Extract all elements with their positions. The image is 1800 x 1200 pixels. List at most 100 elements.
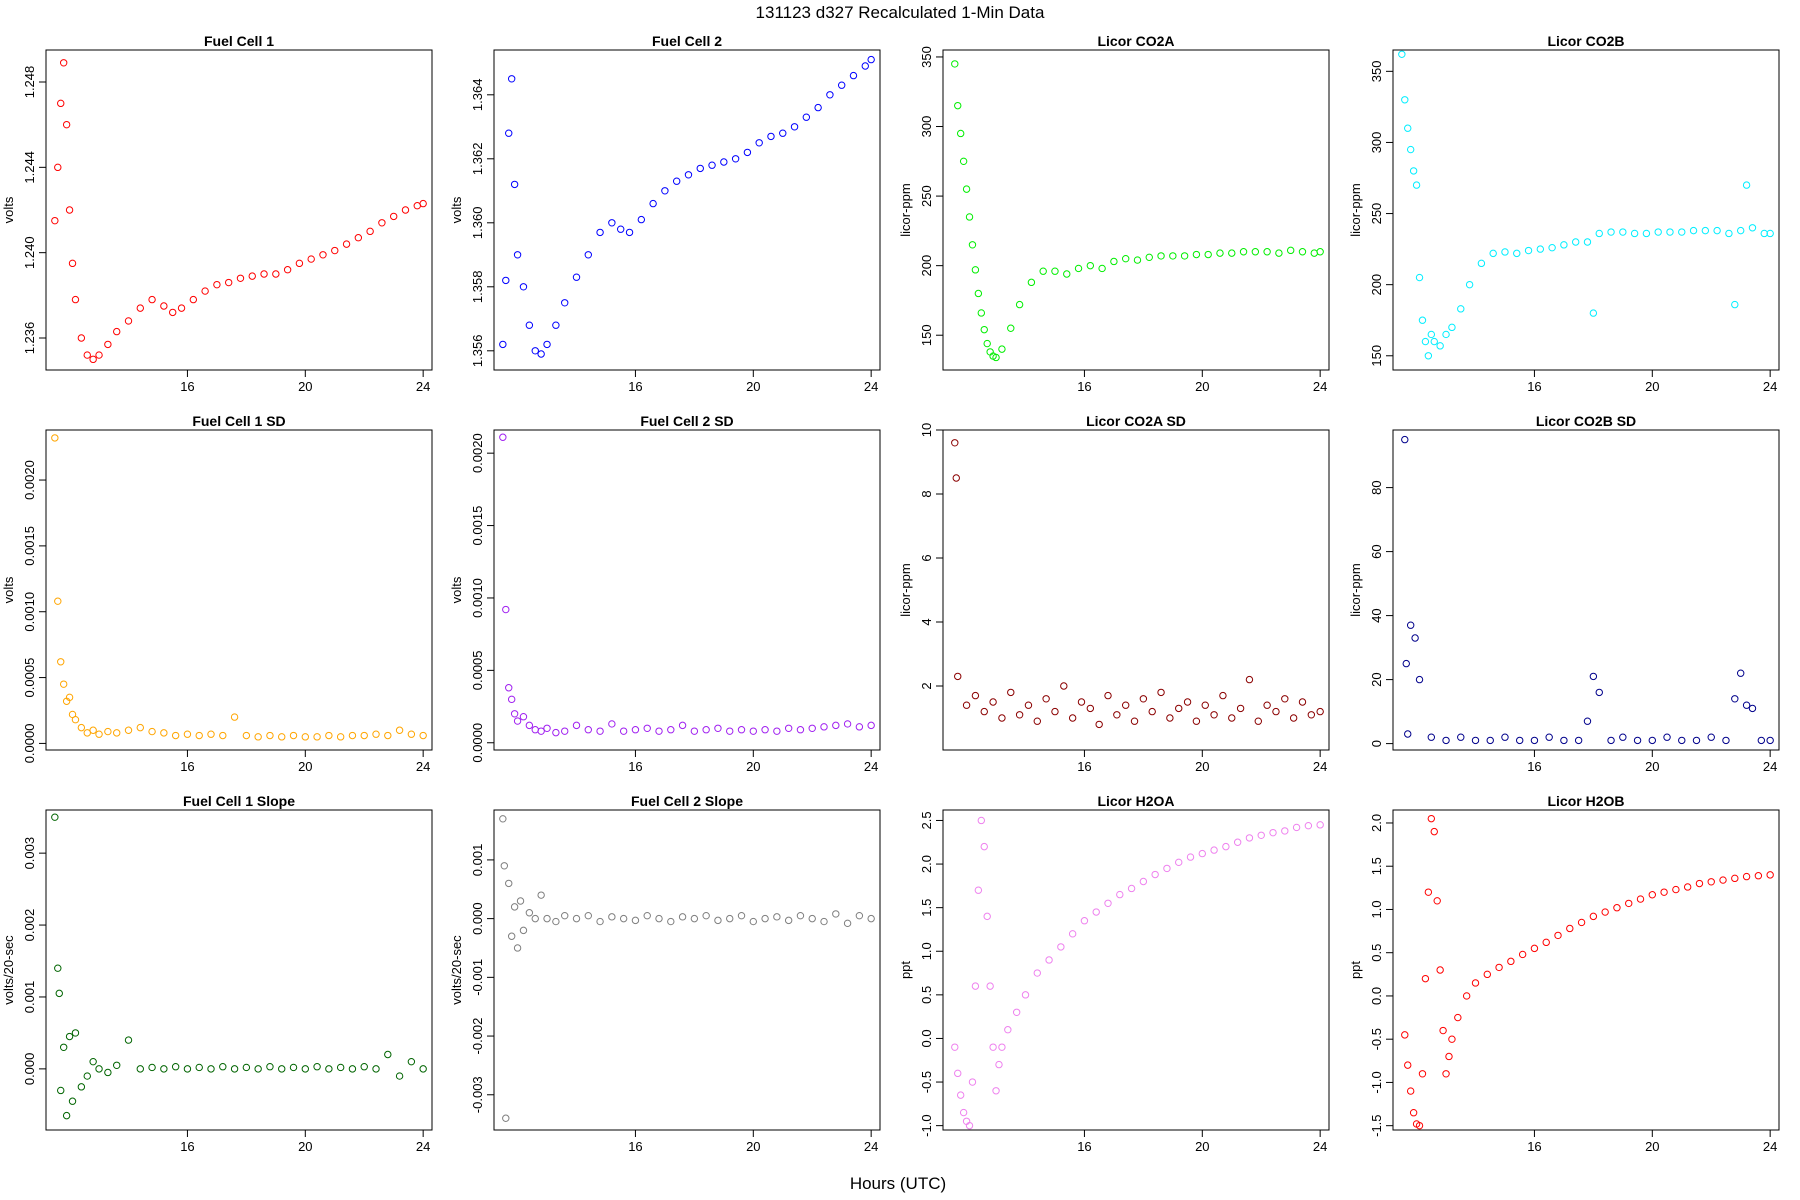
chart-panel: Fuel Cell 1 Slope 16 20 24 0.000 0.001 0.002 0.… — [1, 793, 433, 1154]
data-point — [1607, 228, 1615, 236]
data-point — [631, 726, 640, 734]
data-point — [499, 815, 507, 823]
data-point — [505, 684, 513, 692]
data-point — [289, 1063, 298, 1072]
data-point — [1139, 877, 1148, 886]
data-point — [1748, 224, 1757, 232]
data-point — [1236, 704, 1245, 713]
y-tick-label: 0.0015 — [22, 526, 37, 566]
data-point — [737, 911, 746, 920]
y-tick-label: 1.0 — [1369, 900, 1384, 918]
data-point — [552, 728, 560, 737]
x-tick-label: 16 — [1077, 759, 1091, 774]
data-point — [843, 919, 852, 928]
data-point — [561, 911, 569, 920]
data-point — [1518, 950, 1527, 959]
data-point — [195, 731, 203, 740]
data-point — [755, 139, 763, 147]
data-point — [57, 658, 65, 666]
data-point — [1448, 1035, 1456, 1043]
data-point — [761, 726, 769, 734]
data-point — [57, 99, 65, 108]
data-point — [667, 726, 675, 734]
data-point — [89, 726, 97, 734]
data-point — [726, 727, 734, 735]
data-point — [71, 1029, 80, 1037]
data-point — [1039, 267, 1047, 275]
panel-grid: Fuel Cell 116 20 241.2361.2401.2441.248vol… — [1, 33, 1780, 1154]
data-point — [1404, 730, 1412, 738]
data-point — [1513, 249, 1521, 258]
y-axis-label: licor-ppm — [1348, 563, 1363, 616]
data-point — [1121, 254, 1130, 263]
data-point — [1731, 874, 1739, 883]
y-tick-label: 1.5 — [1369, 857, 1384, 875]
data-point — [661, 187, 669, 195]
plot-frame — [942, 49, 1330, 371]
y-tick-label: 200 — [1369, 274, 1384, 296]
data-point — [1442, 1070, 1450, 1078]
data-point — [505, 879, 513, 888]
y-tick-label: 1.362 — [470, 143, 485, 176]
panel-title: Licor CO2A SD — [1086, 413, 1186, 429]
data-point — [1057, 943, 1065, 951]
data-point — [419, 731, 427, 740]
data-point — [1766, 736, 1774, 745]
chart-panel: Fuel Cell 2 Slope 16 20 24 -0.003 -0.002 -0.00… — [449, 793, 881, 1154]
data-point — [1292, 823, 1301, 832]
y-axis-label: volts — [1, 196, 16, 223]
data-point — [1748, 704, 1757, 713]
data-point — [124, 1036, 133, 1044]
chart-panel: Licor H2OA 16 20 24 -1.0 -0.5 0.0 0.5 1.0 1.5 2.0 2… — [898, 793, 1330, 1154]
data-point — [1110, 257, 1118, 266]
data-point — [1471, 979, 1480, 987]
data-point — [1678, 736, 1686, 745]
data-point — [1465, 280, 1474, 289]
data-point — [510, 180, 519, 189]
data-point — [986, 982, 994, 990]
data-point — [1210, 711, 1218, 719]
data-point — [54, 597, 62, 605]
data-point — [1660, 888, 1668, 896]
chart-panel: Licor CO2B 16 20 24 150 200 250 300 350 licor-ppm — [1348, 33, 1780, 394]
data-point — [1457, 305, 1465, 313]
data-point — [278, 733, 286, 741]
data-point — [1574, 736, 1583, 745]
y-tick-label: 0.000 — [22, 1053, 37, 1086]
x-tick-label: 20 — [1645, 379, 1659, 394]
data-point — [1678, 228, 1686, 236]
data-point — [136, 304, 144, 312]
data-point — [513, 717, 522, 725]
data-point — [1462, 992, 1471, 1000]
data-point — [537, 350, 545, 358]
data-point — [1228, 249, 1236, 257]
data-point — [1007, 324, 1015, 332]
data-point — [136, 723, 144, 732]
data-point — [572, 273, 581, 281]
x-tick-label: 24 — [1313, 379, 1327, 394]
data-point — [1104, 899, 1112, 907]
data-point — [148, 727, 156, 736]
data-point — [843, 720, 852, 728]
data-point — [954, 1069, 962, 1078]
data-point — [1401, 435, 1409, 444]
data-point — [177, 304, 186, 312]
data-point — [672, 177, 681, 185]
data-point — [266, 1063, 274, 1071]
data-point — [1742, 701, 1751, 709]
data-point — [790, 123, 799, 131]
data-point — [65, 1032, 74, 1041]
data-point — [867, 55, 875, 64]
data-point — [974, 289, 983, 298]
panel-title: Fuel Cell 1 SD — [192, 413, 285, 429]
data-point — [1760, 229, 1768, 238]
data-point — [1689, 226, 1698, 235]
data-point — [619, 727, 628, 735]
data-point — [1192, 250, 1201, 259]
data-point — [773, 727, 781, 735]
data-point — [702, 726, 710, 734]
data-point — [1701, 226, 1710, 235]
data-point — [71, 295, 80, 304]
data-point — [1251, 248, 1260, 256]
y-axis-label: volts — [449, 576, 464, 603]
